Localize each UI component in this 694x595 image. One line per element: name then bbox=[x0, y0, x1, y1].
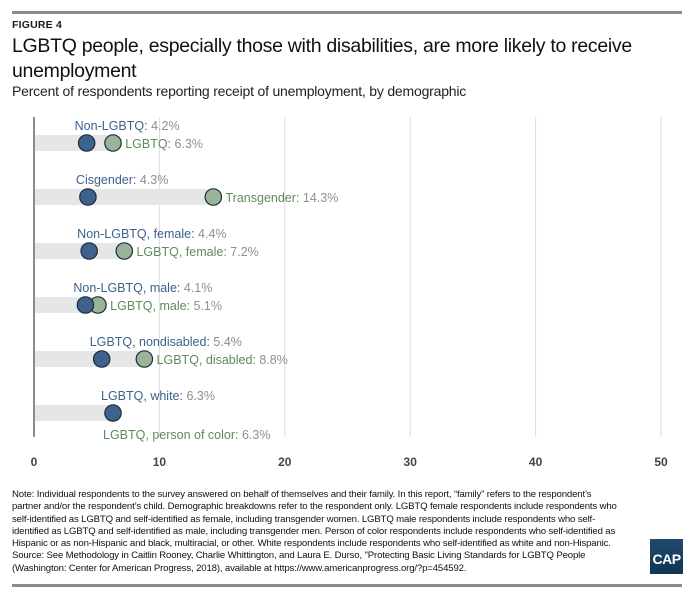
labels: Non-LGBTQ: 4.2% LGBTQ: 6.3% Cisgender: 4.3… bbox=[73, 119, 338, 442]
lgbtq-dot bbox=[104, 134, 122, 152]
gridlines bbox=[158, 117, 662, 437]
dots bbox=[76, 134, 223, 422]
lgbtq-label-value: 6.3% bbox=[171, 137, 203, 151]
x-tick-label: 50 bbox=[654, 455, 668, 469]
top-rule bbox=[12, 11, 682, 14]
comparison-label: Cisgender: 4.3% bbox=[76, 173, 168, 187]
comparison-label-value: 4.1% bbox=[180, 281, 212, 295]
comparison-label-category: LGBTQ, white: bbox=[101, 389, 183, 403]
lgbtq-dot bbox=[204, 188, 223, 206]
comparison-dot bbox=[104, 404, 122, 422]
comparison-label-value: 5.4% bbox=[210, 335, 242, 349]
comparison-label-category: Non-LGBTQ: bbox=[75, 119, 148, 133]
cap-logo: CAP bbox=[650, 539, 683, 574]
lgbtq-label-category: LGBTQ, male: bbox=[110, 299, 190, 313]
x-tick-label: 40 bbox=[529, 455, 543, 469]
lgbtq-dot bbox=[135, 350, 154, 368]
lgbtq-label: LGBTQ, male: 5.1% bbox=[110, 299, 222, 313]
lgbtq-label: LGBTQ, disabled: 8.8% bbox=[157, 353, 288, 367]
chart-title: LGBTQ people, especially those with disa… bbox=[12, 35, 632, 82]
chart-subtitle: Percent of respondents reporting receipt… bbox=[12, 83, 467, 99]
comparison-label: Non-LGBTQ, female: 4.4% bbox=[77, 227, 226, 241]
x-tick-label: 20 bbox=[278, 455, 292, 469]
lgbtq-dot bbox=[115, 242, 134, 260]
lgbtq-label-value: 8.8% bbox=[256, 353, 288, 367]
comparison-dot bbox=[80, 242, 98, 260]
comparison-label-category: Non-LGBTQ, male: bbox=[73, 281, 180, 295]
comparison-dot bbox=[79, 188, 97, 206]
comparison-dot bbox=[92, 350, 111, 368]
lgbtq-label-category: Transgender: bbox=[226, 191, 300, 205]
range-bar bbox=[34, 243, 125, 259]
lgbtq-label-value: 6.3% bbox=[238, 428, 270, 442]
cap-logo-text: CAP bbox=[652, 550, 681, 567]
x-tick-label: 30 bbox=[404, 455, 418, 469]
comparison-label-value: 6.3% bbox=[183, 389, 215, 403]
lgbtq-label: LGBTQ, person of color: 6.3% bbox=[103, 428, 270, 442]
lgbtq-label-category: LGBTQ: bbox=[125, 137, 171, 151]
x-tick-label: 10 bbox=[153, 455, 167, 469]
lgbtq-label-value: 5.1% bbox=[190, 299, 222, 313]
footnote: Note: Individual respondents to the surv… bbox=[12, 489, 622, 575]
comparison-label-category: Cisgender: bbox=[76, 173, 136, 187]
range-bar bbox=[34, 189, 214, 205]
comparison-label: Non-LGBTQ, male: 4.1% bbox=[73, 281, 212, 295]
lgbtq-label-value: 7.2% bbox=[227, 245, 259, 259]
comparison-label-category: LGBTQ, nondisabled: bbox=[90, 335, 210, 349]
comparison-label-value: 4.2% bbox=[148, 119, 180, 133]
x-tick-label: 0 bbox=[31, 455, 38, 469]
figure-label: FIGURE 4 bbox=[12, 19, 63, 31]
lgbtq-label: Transgender: 14.3% bbox=[226, 191, 339, 205]
range-bars bbox=[34, 135, 214, 421]
lgbtq-label-category: LGBTQ, person of color: bbox=[103, 428, 238, 442]
range-bar bbox=[34, 351, 145, 367]
lgbtq-label-category: LGBTQ, female: bbox=[136, 245, 226, 259]
range-bar bbox=[34, 135, 114, 151]
dot-plot-chart: Non-LGBTQ: 4.2% LGBTQ: 6.3% Cisgender: 4.3… bbox=[31, 117, 668, 469]
source-text: Source: See Methodology in Caitlin Roone… bbox=[12, 550, 586, 574]
comparison-label: Non-LGBTQ: 4.2% bbox=[75, 119, 180, 133]
range-bar bbox=[34, 405, 114, 421]
comparison-label: LGBTQ, white: 6.3% bbox=[101, 389, 215, 403]
lgbtq-label: LGBTQ, female: 7.2% bbox=[136, 245, 258, 259]
comparison-label-category: Non-LGBTQ, female: bbox=[77, 227, 194, 241]
comparison-label-value: 4.4% bbox=[195, 227, 227, 241]
lgbtq-label: LGBTQ: 6.3% bbox=[125, 137, 203, 151]
comparison-label-value: 4.3% bbox=[136, 173, 168, 187]
lgbtq-label-value: 14.3% bbox=[299, 191, 338, 205]
comparison-dot bbox=[76, 296, 95, 314]
comparison-dot bbox=[77, 134, 96, 152]
bottom-rule bbox=[12, 584, 682, 587]
note-text: Note: Individual respondents to the surv… bbox=[12, 489, 617, 550]
x-axis-ticks: 0 10 20 30 40 50 bbox=[31, 455, 668, 469]
comparison-label: LGBTQ, nondisabled: 5.4% bbox=[90, 335, 242, 349]
lgbtq-label-category: LGBTQ, disabled: bbox=[157, 353, 256, 367]
